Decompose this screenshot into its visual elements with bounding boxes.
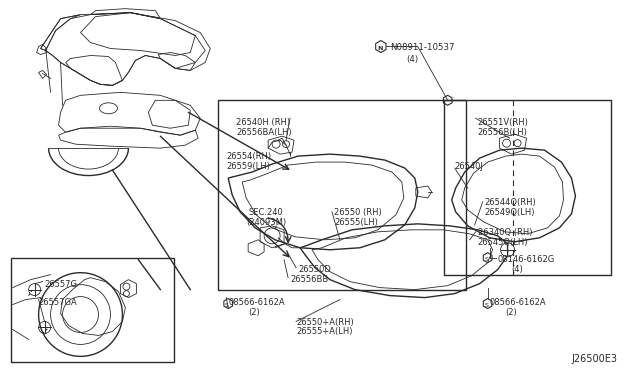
Text: (4): (4)	[511, 265, 524, 274]
Text: 26557G: 26557G	[45, 280, 77, 289]
Text: 26550 (RH): 26550 (RH)	[334, 208, 381, 217]
Text: N: N	[378, 45, 383, 51]
Text: 26555+A(LH): 26555+A(LH)	[296, 327, 353, 336]
Text: SEC.240: SEC.240	[248, 208, 283, 217]
Text: (2): (2)	[506, 308, 517, 317]
Text: 08146-6162G: 08146-6162G	[498, 255, 555, 264]
Text: (4): (4)	[406, 55, 418, 64]
Text: 26556B(LH): 26556B(LH)	[477, 128, 527, 137]
Text: S: S	[225, 303, 228, 308]
Text: J26500E3: J26500E3	[572, 355, 618, 364]
Text: 26551V(RH): 26551V(RH)	[477, 118, 529, 127]
Text: 26540J: 26540J	[454, 162, 484, 171]
Text: 26559(LH): 26559(LH)	[226, 162, 270, 171]
Text: 08566-6162A: 08566-6162A	[490, 298, 547, 307]
Text: (2): (2)	[248, 308, 260, 317]
Text: 26555(LH): 26555(LH)	[334, 218, 378, 227]
Text: 26557GA: 26557GA	[38, 298, 77, 307]
Text: 26544Q(RH): 26544Q(RH)	[484, 198, 536, 207]
Text: 26550D: 26550D	[298, 265, 331, 274]
Text: 26556BA(LH): 26556BA(LH)	[236, 128, 292, 137]
Text: N08911-10537: N08911-10537	[390, 42, 454, 52]
Text: 08566-6162A: 08566-6162A	[228, 298, 285, 307]
Text: 26549Q(LH): 26549Q(LH)	[484, 208, 535, 217]
Bar	[11, 258, 174, 362]
Text: 26340Q (RH): 26340Q (RH)	[477, 228, 532, 237]
Text: 26550+A(RH): 26550+A(RH)	[296, 318, 354, 327]
Text: 26554(RH): 26554(RH)	[226, 152, 271, 161]
Text: (24093M): (24093M)	[246, 218, 286, 227]
Bar	[444, 100, 611, 275]
Text: 26540H (RH): 26540H (RH)	[236, 118, 291, 127]
Bar	[218, 100, 466, 290]
Text: 26556BB: 26556BB	[290, 275, 328, 284]
Text: S: S	[484, 257, 488, 262]
Text: 26545Q(LH): 26545Q(LH)	[477, 238, 528, 247]
Text: S: S	[484, 303, 488, 308]
